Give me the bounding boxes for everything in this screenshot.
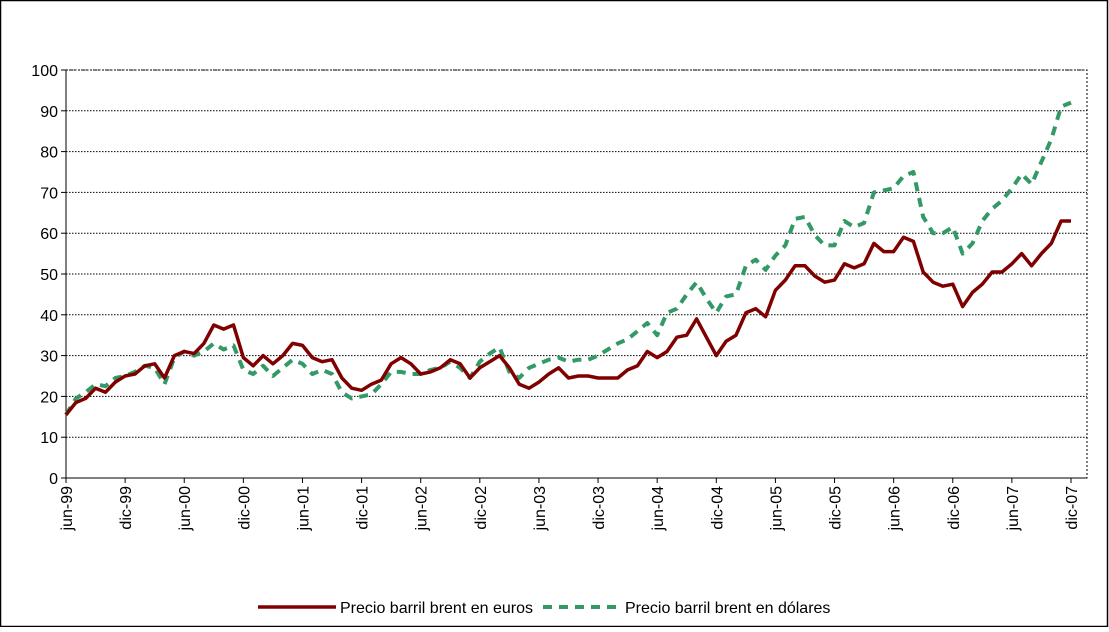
y-tick-label: 40 — [40, 308, 58, 325]
y-tick-label: 0 — [49, 471, 58, 488]
legend-label: Precio barril brent en euros — [340, 600, 533, 617]
y-tick-label: 20 — [40, 389, 58, 406]
x-tick-label: jun-04 — [650, 486, 667, 532]
x-tick-label: jun-07 — [1005, 486, 1022, 532]
x-tick-label: dic-06 — [946, 486, 963, 530]
x-tick-label: dic-04 — [709, 486, 726, 530]
x-tick-label: jun-05 — [768, 486, 785, 532]
y-tick-label: 50 — [40, 267, 58, 284]
y-tick-label: 100 — [31, 63, 58, 80]
x-tick-label: dic-01 — [355, 486, 372, 530]
y-tick-label: 30 — [40, 349, 58, 366]
y-tick-label: 10 — [40, 430, 58, 447]
x-tick-label: jun-06 — [887, 486, 904, 532]
x-tick-label: jun-03 — [532, 486, 549, 532]
legend-label: Precio barril brent en dólares — [625, 600, 830, 617]
x-tick-label: jun-02 — [414, 486, 431, 532]
x-tick-label: jun-99 — [59, 486, 76, 532]
x-tick-label: dic-07 — [1064, 486, 1081, 530]
series-line — [64, 100, 1072, 416]
series-line — [64, 219, 1071, 416]
x-tick-label: dic-03 — [591, 486, 608, 530]
x-tick-label: dic-00 — [236, 486, 253, 530]
y-tick-label: 70 — [40, 185, 58, 202]
x-tick-label: jun-01 — [295, 486, 312, 532]
y-tick-label: 80 — [40, 145, 58, 162]
x-tick-label: dic-99 — [118, 486, 135, 530]
x-tick-label: jun-00 — [177, 486, 194, 532]
x-tick-label: dic-02 — [473, 486, 490, 530]
y-tick-label: 90 — [40, 104, 58, 121]
x-tick-label: dic-05 — [828, 486, 845, 530]
y-tick-label: 60 — [40, 226, 58, 243]
